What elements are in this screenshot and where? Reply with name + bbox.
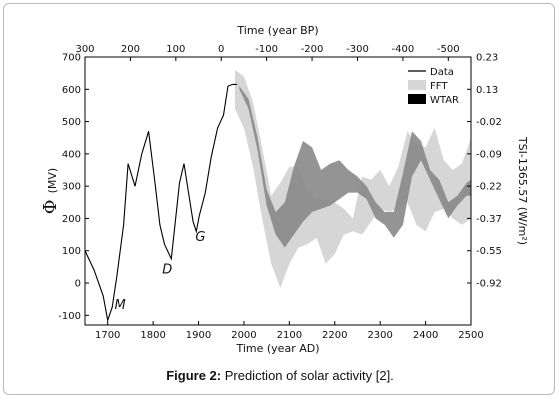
right-tick-label: -0.02 [476, 117, 502, 128]
series-band-wtar [239, 86, 471, 248]
annotation-g: G [195, 230, 205, 245]
legend-swatch-fft [408, 80, 426, 90]
series-line-data [84, 83, 238, 323]
legend-label-fft: FFT [430, 81, 448, 92]
right-tick-label: -0.22 [476, 182, 502, 193]
top-tick-label: -500 [437, 44, 460, 55]
x-tick-label: 2200 [322, 330, 347, 341]
x-tick-label: 2300 [367, 330, 392, 341]
top-tick-label: 200 [121, 44, 140, 55]
x-tick-label: 2100 [277, 330, 302, 341]
caption-text: Prediction of solar activity [2]. [221, 368, 394, 383]
y-tick-label: -100 [58, 311, 81, 322]
y-tick-label: 500 [62, 117, 81, 128]
legend-swatch-wtar [408, 94, 426, 104]
x-tick-label: 1900 [186, 330, 211, 341]
figure-caption: Figure 2: Prediction of solar activity [… [0, 368, 560, 383]
top-tick-label: -400 [392, 44, 415, 55]
y-tick-label: 400 [62, 149, 81, 160]
right-tick-label: -0.09 [476, 149, 502, 160]
x-axis-label-top: Time (year BP) [236, 24, 318, 37]
y-axis-label-right: TSI-1365.57 (W/m²) [516, 136, 529, 245]
top-tick-label: -100 [255, 44, 278, 55]
y-tick-label: 200 [62, 214, 81, 225]
y-axis-label-left-text: Φ (MV) [40, 168, 61, 214]
lines-layer [84, 83, 238, 323]
top-tick-label: 300 [75, 44, 94, 55]
x-tick-label: 1700 [95, 330, 120, 341]
y-axis-symbol: Φ [40, 199, 61, 214]
right-tick-label: -0.37 [476, 214, 502, 225]
y-axis-unit: (MV) [46, 168, 59, 194]
right-tick-label: -0.55 [476, 246, 502, 257]
annotation-d: D [162, 262, 172, 277]
y-tick-label: 0 [75, 279, 81, 290]
caption-label: Figure 2: [166, 368, 222, 383]
y-tick-label: 600 [62, 85, 81, 96]
bands-layer [234, 69, 471, 288]
y-tick-label: 700 [62, 53, 81, 64]
legend-label-wtar: WTAR [430, 95, 459, 106]
x-tick-label: 2000 [231, 330, 256, 341]
top-tick-label: 0 [218, 44, 224, 55]
top-tick-label: 100 [166, 44, 185, 55]
x-tick-label: 2400 [413, 330, 438, 341]
y-axis-label-left: Φ (MV) [40, 168, 61, 214]
legend-label-data: Data [430, 67, 454, 78]
right-tick-label: -0.92 [476, 279, 502, 290]
x-axis-label-bottom: Time (year AD) [235, 342, 319, 355]
annotations-layer: M D G [115, 230, 206, 313]
x-tick-label: 2500 [458, 330, 483, 341]
y-tick-label: 300 [62, 182, 81, 193]
top-tick-label: -200 [301, 44, 324, 55]
legend: Data FFT WTAR [408, 67, 459, 106]
right-tick-label: 0.13 [476, 85, 498, 96]
plot-border [84, 56, 472, 326]
right-tick-label: 0.23 [476, 53, 498, 64]
x-tick-label: 1800 [140, 330, 165, 341]
y-tick-label: 100 [62, 246, 81, 257]
figure-frame [3, 3, 555, 395]
top-tick-label: -300 [346, 44, 369, 55]
annotation-m: M [115, 298, 126, 313]
